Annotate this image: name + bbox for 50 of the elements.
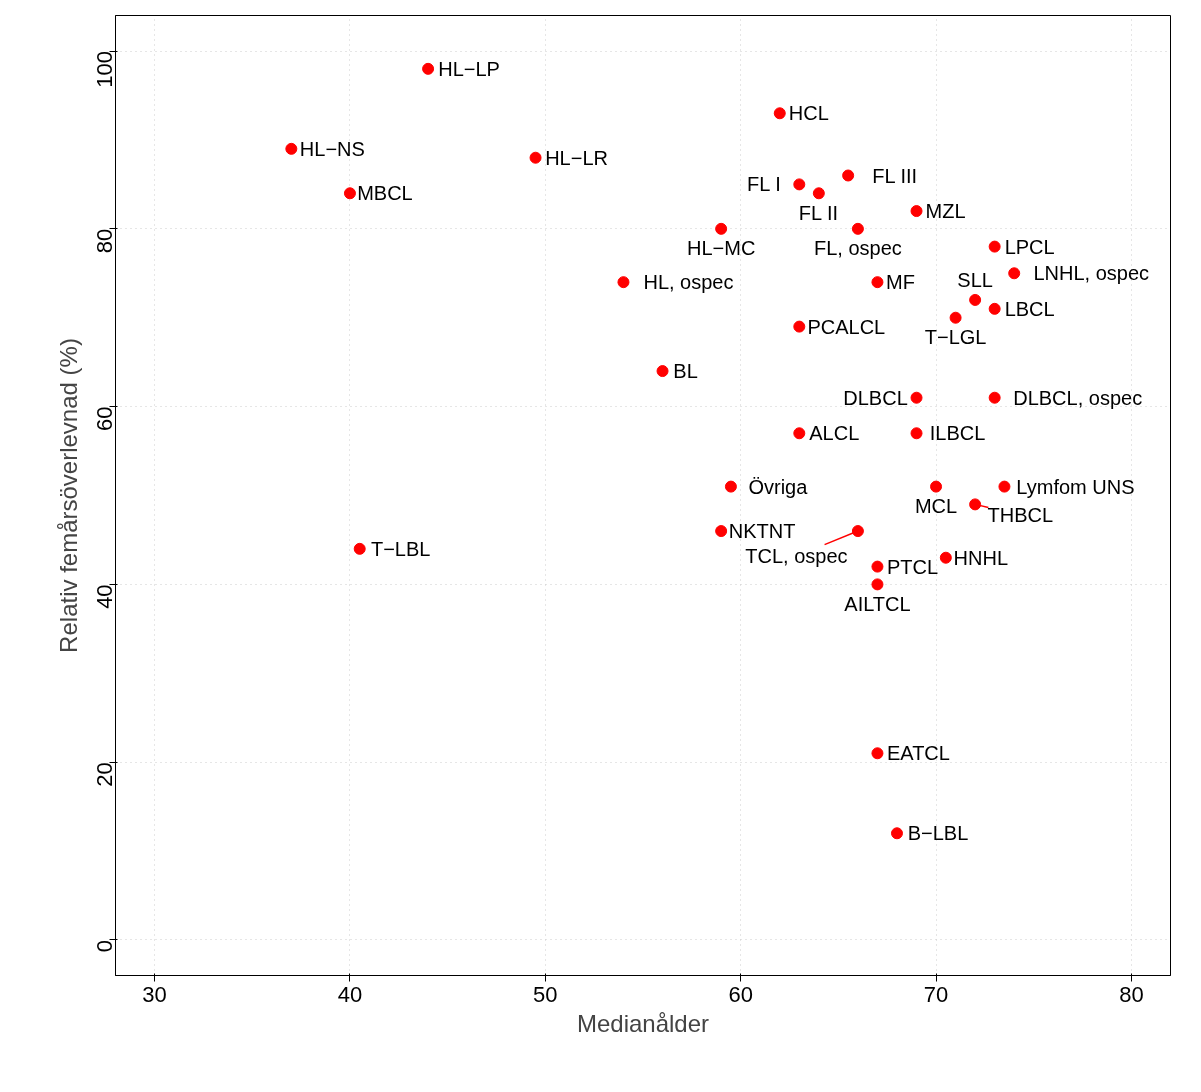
y-tick-label: 100 bbox=[92, 51, 117, 88]
annotation: Övriga bbox=[748, 475, 809, 498]
annotation: LBCL bbox=[1004, 297, 1055, 320]
y-tick-label: 40 bbox=[92, 584, 117, 609]
annotation: LNHL, ospec bbox=[1033, 262, 1150, 285]
x-tick-label: 60 bbox=[728, 981, 753, 1007]
annotation: T−LGL bbox=[924, 326, 987, 349]
x-tick-label: 70 bbox=[923, 981, 949, 1007]
annotation: HL−MC bbox=[686, 237, 756, 260]
annotation: SLL bbox=[957, 269, 993, 292]
annotation: HL, ospec bbox=[643, 271, 734, 294]
y-axis-title: Relativ femårsöverlevnad (%) bbox=[54, 338, 82, 653]
annotation: BL bbox=[673, 360, 698, 383]
annotation: ILBCL bbox=[929, 422, 986, 445]
annotation: DLBCL, ospec bbox=[1013, 386, 1143, 409]
annotation: AILTCL bbox=[844, 592, 911, 615]
x-tick-label: 40 bbox=[337, 981, 363, 1007]
annotation: DLBCL bbox=[843, 386, 908, 409]
annotation: HL−NS bbox=[299, 137, 365, 160]
x-tick-label: 80 bbox=[1119, 981, 1144, 1007]
x-axis-title: Medianålder bbox=[576, 1009, 710, 1037]
annotation: HCL bbox=[788, 102, 829, 125]
annotation: HL−LR bbox=[545, 146, 608, 169]
annotation: Lymfom UNS bbox=[1016, 475, 1135, 498]
annotation: T−LBL bbox=[370, 537, 431, 560]
annotation: MF bbox=[886, 271, 915, 294]
annotation: FL I bbox=[747, 173, 781, 196]
annotation: ALCL bbox=[809, 422, 860, 445]
annotation: THBCL bbox=[987, 503, 1054, 526]
x-tick-label: 30 bbox=[142, 981, 167, 1007]
annotation: MZL bbox=[925, 200, 966, 223]
y-tick-label: 20 bbox=[92, 762, 117, 787]
annotation: PTCL bbox=[886, 555, 939, 578]
annotation: LPCL bbox=[1004, 235, 1055, 258]
annotation: FL II bbox=[798, 201, 839, 224]
y-tick-label: 60 bbox=[92, 406, 117, 432]
annotation: TCL, ospec bbox=[745, 545, 848, 568]
annotation: B−LBL bbox=[907, 822, 969, 845]
annotation: PCALCL bbox=[807, 315, 886, 338]
annotation: HNHL bbox=[953, 546, 1009, 569]
y-tick-label: 0 bbox=[92, 939, 117, 953]
annotation: EATCL bbox=[886, 742, 950, 765]
annotation: MBCL bbox=[357, 182, 413, 205]
x-tick-label: 50 bbox=[533, 981, 558, 1007]
annotation: NKTNT bbox=[728, 520, 796, 543]
annotation: FL III bbox=[872, 164, 918, 187]
annotation: HL−LP bbox=[438, 57, 500, 80]
annotation: MCL bbox=[914, 495, 958, 518]
annotation: FL, ospec bbox=[814, 237, 902, 260]
y-tick-label: 80 bbox=[92, 228, 117, 254]
